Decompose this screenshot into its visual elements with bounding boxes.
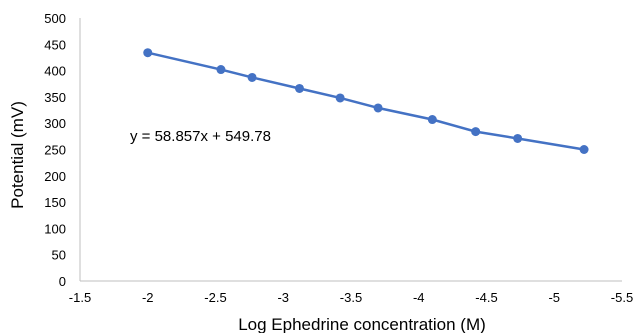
y-tick-label: 150 (44, 195, 66, 210)
data-point (295, 83, 305, 93)
y-tick-label: 450 (44, 37, 66, 52)
x-tick-label: -3 (277, 290, 289, 305)
x-tick-label: -4 (413, 290, 425, 305)
y-tick-label: 0 (59, 274, 66, 289)
y-tick-label: 500 (44, 11, 66, 26)
data-point (579, 145, 589, 154)
data-point (335, 93, 345, 103)
y-tick-label: 250 (44, 143, 66, 158)
y-axis-title: Potential (mV) (8, 101, 27, 209)
y-axis-ticks: 0 50 100 150 200 250 300 350 400 450 500 (44, 11, 66, 289)
y-tick-label: 200 (44, 169, 66, 184)
trendline-equation: y = 58.857x + 549.78 (130, 128, 271, 145)
y-tick-label: 50 (52, 248, 66, 263)
x-tick-label: -1.5 (69, 290, 91, 305)
data-point (513, 133, 523, 143)
data-point (373, 103, 383, 113)
y-tick-label: 300 (44, 116, 66, 131)
x-tick-label: -2.5 (204, 290, 226, 305)
x-tick-label: -5.5 (611, 290, 633, 305)
x-tick-label: -5 (548, 290, 560, 305)
x-tick-label: -4.5 (475, 290, 497, 305)
x-axis-ticks: -1.5 -2 -2.5 -3 -3.5 -4 -4.5 -5 -5.5 (69, 290, 633, 305)
data-point (216, 65, 226, 75)
data-point (143, 48, 153, 58)
x-axis-title: Log Ephedrine concentration (M) (238, 315, 486, 333)
data-points (143, 48, 589, 154)
x-tick-label: -3.5 (340, 290, 362, 305)
y-tick-label: 100 (44, 221, 66, 236)
data-point (427, 115, 437, 125)
y-tick-label: 400 (44, 64, 66, 79)
data-point (471, 127, 481, 137)
data-point (247, 72, 257, 82)
series-line (147, 51, 585, 151)
y-tick-label: 350 (44, 90, 66, 105)
x-tick-label: -2 (142, 290, 154, 305)
